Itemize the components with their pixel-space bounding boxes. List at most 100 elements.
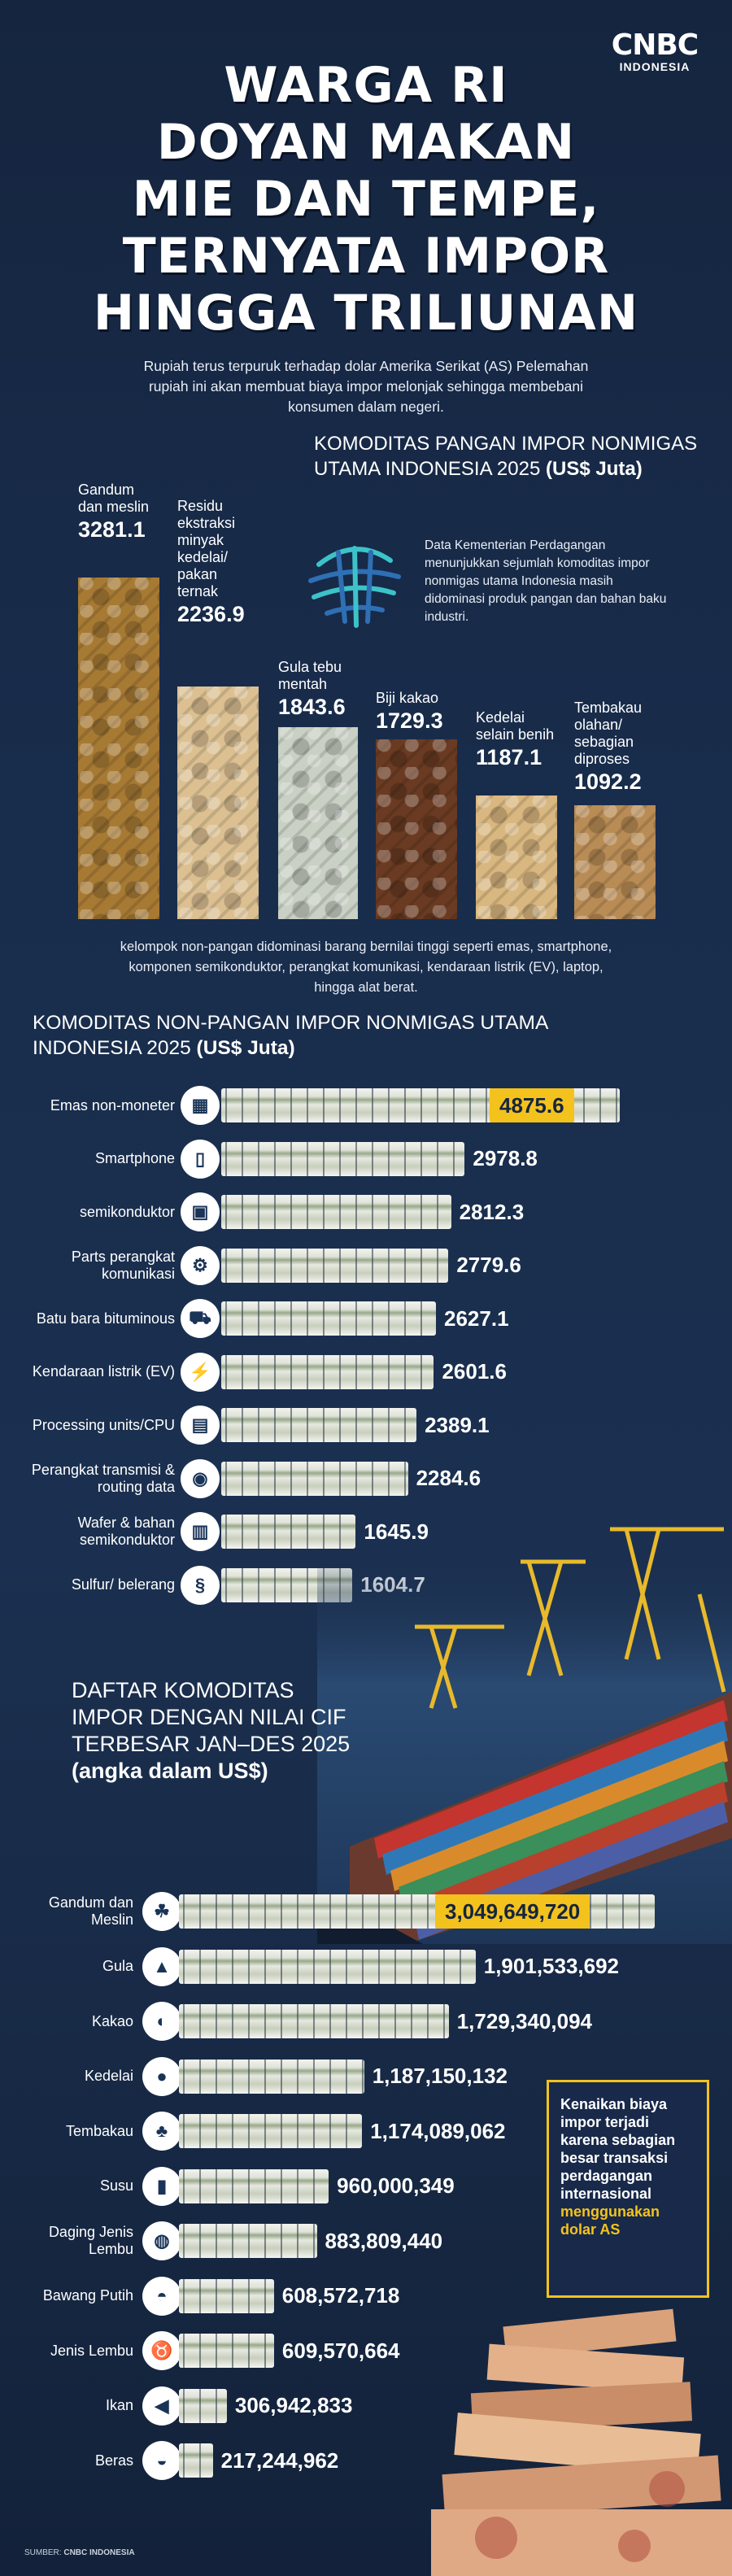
bar-value-label: 2812.3 <box>459 1199 525 1224</box>
food-bar-group: Gandum dan meslin 3281.1 <box>78 482 159 547</box>
cif-section-title: DAFTAR KOMODITAS IMPOR DENGAN NILAI CIF … <box>72 1677 364 1785</box>
bar-row: semikonduktor ▣ 2812.3 <box>0 1188 732 1236</box>
food-bar-value: 1187.1 <box>476 745 542 769</box>
bar-row: Processing units/CPU ▤ 2389.1 <box>0 1401 732 1449</box>
food-bar-group: Residu ekstraksi minyak kedelai/ pakan t… <box>177 498 259 631</box>
bar-mark <box>179 2443 213 2478</box>
food-bar-label: Gandum dan meslin <box>78 482 150 515</box>
bar-mark <box>179 2388 227 2423</box>
bar-row: Smartphone ▯ 2978.8 <box>0 1135 732 1183</box>
bar-label: Beras <box>94 2452 133 2469</box>
bar-mark <box>179 2224 317 2258</box>
food-section-description: Data Kementerian Perdagangan menunjukkan… <box>425 538 667 624</box>
source-note: SUMBER: CNBC INDONESIA <box>24 2548 135 2557</box>
page-title: WARGA RI DOYAN MAKAN MIE DAN TEMPE, TERN… <box>0 57 732 342</box>
bar-label: Kakao <box>91 2012 133 2029</box>
ministry-logo-icon <box>308 546 401 628</box>
garlic-icon: ◓ <box>142 2276 181 2316</box>
wafer-icon: ▥ <box>181 1512 220 1551</box>
bar-value-label: 960,000,349 <box>337 2173 455 2198</box>
fish-icon: ◀ <box>142 2386 181 2426</box>
bar-label: Wafer & bahan semikonduktor <box>77 1515 175 1548</box>
gear-signal-icon: ⚙ <box>181 1245 220 1285</box>
bar-label: Kendaraan listrik (EV) <box>32 1363 175 1380</box>
chip-icon: ▣ <box>181 1192 220 1231</box>
bar-mark <box>179 2168 329 2203</box>
food-bar-soybeans <box>476 795 557 919</box>
bar-label: Gula <box>102 1958 133 1974</box>
bar-label: Jenis Lembu <box>50 2342 133 2359</box>
bar-value-label: 2284.6 <box>416 1466 481 1490</box>
food-bar-label: Kedelai selain benih <box>476 709 555 743</box>
food-bar-value: 2236.9 <box>177 602 245 626</box>
bar-label: Smartphone <box>94 1150 175 1166</box>
food-bar-value: 1092.2 <box>574 769 642 794</box>
bar-value-label: 608,572,718 <box>281 2283 400 2308</box>
bar-value-label: 2779.6 <box>456 1253 521 1277</box>
bar-label: Gandum dan Meslin <box>48 1894 133 1928</box>
food-bar-group: Tembakau olahan/ sebagian diproses 1092.2 <box>574 700 656 799</box>
bar-value-label: 2601.6 <box>442 1359 507 1384</box>
bar-mark <box>221 1195 451 1229</box>
callout-box: Kenaikan biaya impor terjadi karena seba… <box>547 2080 709 2298</box>
food-bar-soybean-meal <box>177 686 259 919</box>
bar-row: Bawang Putih ◓ 608,572,718 <box>0 2272 732 2321</box>
food-bar-group: Gula tebu mentah 1843.6 <box>278 659 358 724</box>
nonfood-section-title: KOMODITAS NON-PANGAN IMPOR NONMIGAS UTAM… <box>33 1010 618 1061</box>
intro-text: Rupiah terus terpuruk terhadap dolar Ame… <box>143 358 589 415</box>
bar-row: Gula ▲ 1,901,533,692 <box>0 1942 732 1991</box>
brand-logo: CNBC INDONESIA <box>606 31 704 74</box>
bar-label: Tembakau <box>65 2122 133 2139</box>
gold-bars-icon: ▦ <box>181 1086 220 1125</box>
bar-label: Kedelai <box>84 2068 133 2084</box>
nonfood-section-unit: (US$ Juta) <box>196 1037 295 1059</box>
bar-value-label: 4875.6 <box>490 1088 574 1122</box>
bar-row: Wafer & bahan semikonduktor ▥ 1645.9 <box>0 1507 732 1556</box>
bar-row: Parts perangkat komunikasi ⚙ 2779.6 <box>0 1241 732 1290</box>
bar-mark <box>221 1301 437 1336</box>
food-bar-group: Kedelai selain benih 1187.1 <box>476 709 557 774</box>
food-bar-wheat <box>78 578 159 919</box>
bar-value-label: 1,729,340,094 <box>456 2008 592 2033</box>
bar-value-label: 217,244,962 <box>220 2447 339 2473</box>
milk-icon: ▮ <box>142 2166 181 2206</box>
title-line-3: MIE DAN TEMPE, <box>132 171 600 228</box>
bar-label: Ikan <box>105 2397 133 2413</box>
bar-row: Kakao ◐ 1,729,340,094 <box>0 1997 732 2046</box>
bar-mark <box>179 2334 274 2368</box>
commodities-note: kelompok non-pangan didominasi barang be… <box>120 939 612 995</box>
food-bar-label: Residu ekstraksi minyak kedelai/ pakan t… <box>177 498 236 599</box>
coal-cart-icon: ⛟ <box>181 1299 220 1338</box>
bar-row: Emas non-moneter ▦ 4875.6 <box>0 1081 732 1130</box>
bar-mark <box>179 2278 274 2313</box>
callout-highlight: menggunakan dolar AS <box>560 2203 660 2238</box>
bar-value-label: 609,570,664 <box>281 2338 400 2363</box>
food-bar-value: 3281.1 <box>78 517 146 542</box>
title-line-5: HINGGA TRILIUNAN <box>93 285 639 342</box>
food-bar-group: Biji kakao 1729.3 <box>376 690 457 738</box>
steak-icon: ◍ <box>142 2221 181 2260</box>
banknote-stack-image <box>431 2308 732 2576</box>
wheat-icon: ☘ <box>142 1892 181 1931</box>
bar-value-label: 1645.9 <box>364 1519 429 1544</box>
bar-row: Perangkat transmisi & routing data ◉ 2284.… <box>0 1454 732 1503</box>
food-bar-label: Gula tebu mentah <box>278 659 342 692</box>
bar-value-label: 2389.1 <box>425 1412 490 1437</box>
bar-row: Gandum dan Meslin ☘ 3,049,649,720 <box>0 1887 732 1936</box>
container-port-image <box>317 1527 732 1944</box>
bar-mark <box>179 1949 476 1984</box>
cpu-icon: ▤ <box>181 1406 220 1445</box>
source-label: SUMBER: <box>24 2548 62 2557</box>
bar-mark <box>221 1354 434 1389</box>
bar-row: Ikan ◀ 306,942,833 <box>0 2382 732 2430</box>
bar-mark <box>179 2114 363 2148</box>
bar-row: Kendaraan listrik (EV) ⚡ 2601.6 <box>0 1348 732 1397</box>
food-bar-value: 1729.3 <box>376 708 443 733</box>
bar-row: Susu ▮ 960,000,349 <box>0 2162 732 2211</box>
bar-mark <box>179 2059 364 2094</box>
bar-label: Emas non-moneter <box>50 1096 175 1114</box>
bar-label: Parts perangkat komunikasi <box>71 1248 175 1282</box>
bar-value-label: 1,174,089,062 <box>370 2118 506 2143</box>
sugar-icon: ▲ <box>142 1946 181 1986</box>
food-section-title-text: KOMODITAS PANGAN IMPOR NONMIGAS UTAMA IN… <box>314 433 698 480</box>
